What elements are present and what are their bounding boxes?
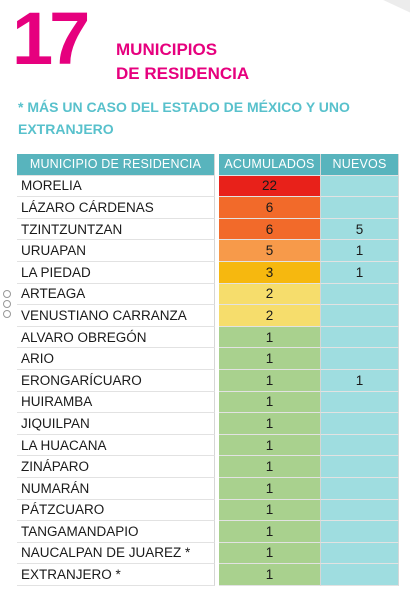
municipio-cell: EXTRANJERO * [17,564,215,586]
subtitle-note: * MÁS UN CASO DEL ESTADO DE MÉXICO Y UNO… [18,99,350,137]
table-row: HUIRAMBA 1 [17,391,399,414]
municipio-cell: NAUCALPAN DE JUAREZ * [17,542,215,565]
acumulados-cell: 22 [219,175,321,198]
municipio-cell: ZINÁPARO [17,456,215,478]
table-row: TZINTZUNTZAN 6 5 [17,218,399,241]
municipio-cell: ERONGARÍCUARO [17,369,215,392]
acumulados-cell: 1 [219,456,321,478]
municipio-cell: HUIRAMBA [17,391,215,414]
acumulados-cell: 6 [219,218,321,241]
table-row: ALVARO OBREGÓN 1 [17,326,399,349]
title-line-1: MUNICIPIOS [116,40,218,59]
municipality-count: 17 [12,0,90,80]
table-row: ARTEAGA 2 [17,283,399,306]
municipio-cell: JIQUILPAN [17,413,215,435]
municipio-cell: LA HUACANA [17,434,215,457]
municipio-cell: NUMARÁN [17,477,215,500]
table-row: LÁZARO CÁRDENAS 6 [17,197,399,219]
table-row: JIQUILPAN 1 [17,413,399,435]
table-row: NUMARÁN 1 [17,477,399,500]
nuevos-cell: 1 [321,369,399,392]
nuevos-cell: 5 [321,218,399,241]
nuevos-cell [321,305,399,327]
nuevos-cell [321,391,399,414]
nuevos-cell [321,499,399,522]
nuevos-cell [321,434,399,457]
nuevos-cell: 1 [321,261,399,284]
municipio-cell: LA PIEDAD [17,261,215,284]
municipio-cell: TANGAMANDAPIO [17,521,215,543]
municipio-cell: TZINTZUNTZAN [17,218,215,241]
acumulados-cell: 1 [219,564,321,586]
acumulados-cell: 5 [219,240,321,262]
nuevos-cell [321,564,399,586]
acumulados-cell: 1 [219,521,321,543]
table-row: LA PIEDAD 3 1 [17,261,399,284]
title-line-2: DE RESIDENCIA [116,64,250,83]
table-row: ERONGARÍCUARO 1 1 [17,369,399,392]
nuevos-cell [321,477,399,500]
acumulados-cell: 6 [219,197,321,219]
side-handle-icon [3,290,11,318]
nuevos-cell [321,197,399,219]
acumulados-cell: 2 [219,283,321,306]
acumulados-cell: 1 [219,477,321,500]
corner-decoration [312,0,410,22]
municipio-cell: ARIO [17,348,215,370]
header-municipio: MUNICIPIO DE RESIDENCIA [17,154,215,176]
acumulados-cell: 1 [219,391,321,414]
table-row: EXTRANJERO * 1 [17,564,399,586]
table-row: URUAPAN 5 1 [17,240,399,262]
nuevos-cell [321,456,399,478]
acumulados-cell: 1 [219,499,321,522]
header-acumulados: ACUMULADOS [219,154,321,176]
nuevos-cell: 1 [321,240,399,262]
page-title: MUNICIPIOS DE RESIDENCIA [116,38,249,86]
municipio-cell: ALVARO OBREGÓN [17,326,215,349]
nuevos-cell [321,521,399,543]
nuevos-cell [321,326,399,349]
table-row: TANGAMANDAPIO 1 [17,521,399,543]
acumulados-cell: 1 [219,434,321,457]
municipio-cell: PÁTZCUARO [17,499,215,522]
acumulados-cell: 3 [219,261,321,284]
nuevos-cell [321,283,399,306]
acumulados-cell: 1 [219,348,321,370]
table-header-row: MUNICIPIO DE RESIDENCIA ACUMULADOS NUEVO… [17,154,399,176]
nuevos-cell [321,542,399,565]
acumulados-cell: 1 [219,369,321,392]
header-nuevos: NUEVOS [321,154,399,176]
table-row: ARIO 1 [17,348,399,370]
municipio-cell: LÁZARO CÁRDENAS [17,197,215,219]
table-row: VENUSTIANO CARRANZA 2 [17,305,399,327]
table-row: MORELIA 22 [17,175,399,198]
acumulados-cell: 1 [219,413,321,435]
municipio-cell: VENUSTIANO CARRANZA [17,305,215,327]
acumulados-cell: 1 [219,542,321,565]
acumulados-cell: 1 [219,326,321,349]
municipio-cell: ARTEAGA [17,283,215,306]
nuevos-cell [321,175,399,198]
table-row: ZINÁPARO 1 [17,456,399,478]
nuevos-cell [321,348,399,370]
table-row: LA HUACANA 1 [17,434,399,457]
acumulados-cell: 2 [219,305,321,327]
municipio-cell: MORELIA [17,175,215,198]
residence-table: MUNICIPIO DE RESIDENCIA ACUMULADOS NUEVO… [17,154,399,586]
municipio-cell: URUAPAN [17,240,215,262]
nuevos-cell [321,413,399,435]
table-row: PÁTZCUARO 1 [17,499,399,522]
table-row: NAUCALPAN DE JUAREZ * 1 [17,542,399,565]
